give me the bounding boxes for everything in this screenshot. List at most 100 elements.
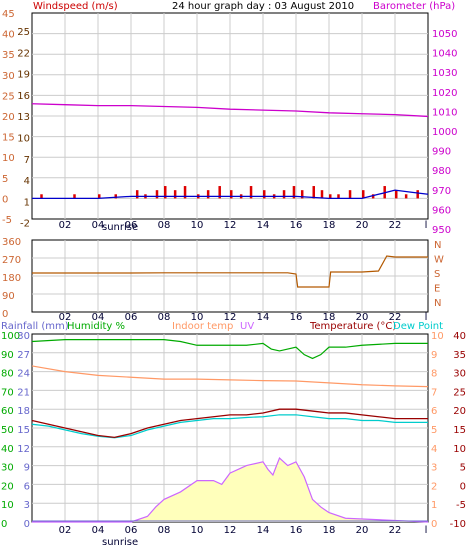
direction-compass-label: N (434, 298, 441, 309)
wind-axis-tick-outer: 35 (2, 50, 15, 61)
gust-bar (371, 194, 375, 199)
gust-bar (300, 190, 304, 199)
temp-axis-tick: 15 (453, 425, 466, 436)
rain-axis-tick: 12 (17, 444, 30, 455)
wind-axis-tick-outer: 25 (2, 91, 15, 102)
indoor-temp-series (31, 365, 429, 388)
x-tick-label: 14 (257, 220, 270, 231)
x-tick-label: 04 (92, 312, 105, 323)
gust-bar (98, 194, 101, 199)
humidity-axis-tick: 80 (1, 369, 14, 380)
x-tick-label: 12 (224, 312, 237, 323)
direction-compass-label: N (434, 240, 441, 251)
uv-axis-tick: 4 (431, 444, 437, 455)
direction-axis-tick: 270 (2, 255, 21, 266)
gust-bar (135, 190, 139, 199)
wind-axis-tick-outer: 20 (2, 112, 15, 123)
baro-axis-tick: 1000 (432, 127, 457, 138)
solar-area (32, 458, 428, 522)
gust-bar (230, 190, 233, 199)
legend-indoor: Indoor temp (172, 321, 233, 332)
rain-axis-tick: 6 (24, 481, 30, 492)
wind-axis-tick-outer: -5 (2, 215, 12, 226)
direction-axis-tick: 0 (2, 309, 8, 320)
temp-axis-tick: 0 (460, 481, 466, 492)
gust-bar (416, 190, 419, 199)
wind-axis-tick-inner: -2 (20, 219, 30, 230)
wind-axis-tick-inner: 13 (17, 112, 30, 123)
temp-axis-tick: 25 (453, 387, 466, 398)
gust-bar (114, 194, 117, 199)
barometer-title: Barometer (hPa) (373, 1, 455, 12)
x-tick-label: 18 (323, 525, 336, 536)
uv-axis-tick: 5 (431, 425, 437, 436)
x-tick-label: 10 (191, 312, 204, 323)
rain-axis-tick: 9 (24, 463, 30, 474)
direction-axis-tick: 180 (2, 273, 21, 284)
baro-axis-tick: 1010 (432, 107, 457, 118)
x-tick-label: 16 (290, 312, 303, 323)
x-tick-label: l (425, 525, 428, 536)
humidity-axis-tick: 40 (1, 444, 14, 455)
sunrise-label-1: sunrise (102, 222, 138, 233)
uv-axis-tick: 2 (431, 481, 437, 492)
temp-axis-tick: 5 (460, 463, 466, 474)
legend-humidity: Humidity % (67, 321, 125, 332)
uv-axis-tick: 10 (431, 331, 444, 342)
wind-axis-tick-outer: 30 (2, 71, 15, 82)
baro-axis-tick: 960 (432, 205, 451, 216)
temp-axis-tick: 30 (453, 369, 466, 380)
uv-axis-tick: 7 (431, 387, 437, 398)
rain-axis-tick: 0 (24, 519, 30, 530)
wind-axis-tick-outer: 10 (2, 153, 15, 164)
x-tick-label: 20 (356, 525, 369, 536)
gust-bar (249, 186, 253, 199)
x-tick-label: 04 (92, 525, 105, 536)
humidity-axis-tick: 0 (1, 519, 7, 530)
wind-axis-tick-inner: 10 (17, 134, 30, 145)
humidity-axis-tick: 70 (1, 387, 14, 398)
x-tick-label: 10 (191, 220, 204, 231)
rain-axis-tick: 21 (17, 387, 30, 398)
temp-axis-tick: -5 (456, 500, 466, 511)
x-tick-label: 08 (158, 525, 171, 536)
baro-axis-tick: 1020 (432, 88, 457, 99)
x-tick-label: 16 (290, 525, 303, 536)
barometer-series (31, 103, 429, 118)
wind-axis-tick-outer: 0 (2, 194, 8, 205)
uv-axis-tick: 9 (431, 350, 437, 361)
baro-axis-tick: 1030 (432, 68, 457, 79)
gust-bar (218, 186, 221, 199)
direction-axis-tick: 90 (2, 291, 15, 302)
wind-axis-tick-outer: 45 (2, 9, 15, 20)
uv-axis-tick: 8 (431, 369, 437, 380)
x-tick-label: 08 (158, 312, 171, 323)
x-tick-label: 10 (191, 525, 204, 536)
x-tick-label: 12 (224, 525, 237, 536)
uv-axis-tick: 6 (431, 406, 437, 417)
humidity-axis-tick: 60 (1, 406, 14, 417)
baro-axis-tick: 980 (432, 166, 451, 177)
x-tick-label: 18 (323, 220, 336, 231)
humidity-axis-tick: 90 (1, 350, 14, 361)
wind-axis-tick-inner: 25 (17, 27, 30, 38)
x-tick-label: 22 (389, 312, 402, 323)
rain-axis-tick: 27 (17, 350, 30, 361)
direction-series (32, 255, 428, 288)
uv-axis-tick: 0 (431, 519, 437, 530)
dewpoint-series (31, 414, 428, 439)
x-tick-label: 16 (290, 220, 303, 231)
legend-temperature: Temperature (°C) (309, 321, 396, 332)
x-tick-label: 20 (356, 312, 369, 323)
baro-axis-tick: 970 (432, 186, 451, 197)
humidity-series (31, 339, 428, 360)
wind-axis-tick-inner: 22 (17, 48, 30, 59)
x-tick-label: 22 (389, 220, 402, 231)
x-tick-label: 20 (356, 220, 369, 231)
gust-bar (263, 190, 266, 199)
wind-axis-tick-inner: 7 (24, 155, 30, 166)
temp-axis-tick: 35 (453, 350, 466, 361)
temp-axis-tick: 40 (453, 331, 466, 342)
x-tick-label: 06 (125, 220, 138, 231)
